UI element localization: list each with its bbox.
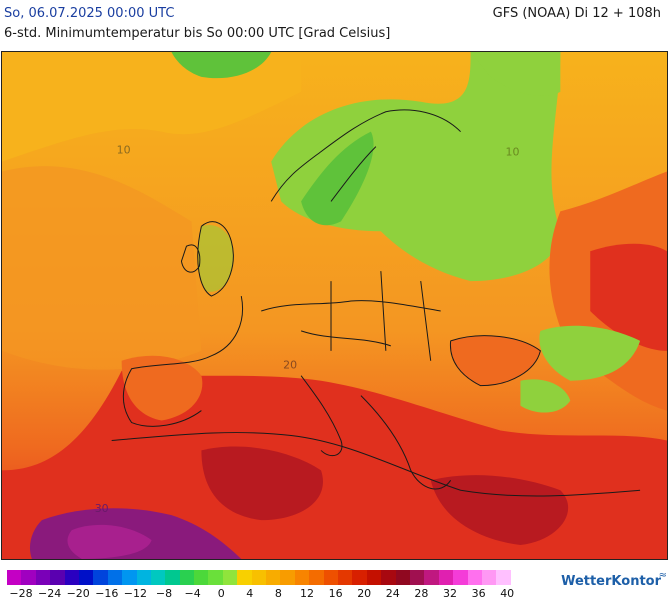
wetterkontor-mark-icon: ≈	[658, 570, 667, 581]
legend-tick-label: −20	[66, 587, 90, 600]
legend-tick-label: 16	[328, 587, 343, 600]
color-scale-bar	[7, 570, 511, 585]
legend-swatch	[165, 570, 180, 585]
legend-swatch	[266, 570, 281, 585]
legend-swatch	[50, 570, 65, 585]
legend-tick-label: −24	[37, 587, 62, 600]
legend-tick-label: 24	[385, 587, 400, 600]
temp-zone-sahara-extreme	[430, 475, 569, 546]
legend-tick-label: 20	[357, 587, 372, 600]
legend-tick-label: −12	[123, 587, 147, 600]
model-run: GFS (NOAA) Di 12 + 108h	[492, 6, 661, 21]
legend-swatch	[438, 570, 454, 585]
coast-balkans	[360, 395, 452, 490]
legend-swatch	[453, 570, 468, 585]
legend-tick-label: 36	[471, 587, 486, 600]
temp-zone-north-atlantic	[2, 52, 302, 162]
legend-swatch	[337, 570, 353, 585]
legend-tick-label: −28	[9, 587, 33, 600]
legend-swatch	[366, 570, 382, 585]
coast-ireland	[180, 244, 201, 273]
legend-tick-label: 28	[414, 587, 429, 600]
temp-zone-russia-hot	[590, 243, 667, 351]
legend-swatch	[467, 570, 482, 585]
border-central-europe	[261, 271, 441, 361]
legend-tick-label: 32	[443, 587, 457, 600]
legend-tick-label: −8	[155, 587, 173, 600]
legend-swatch	[194, 570, 209, 585]
legend-swatch	[179, 570, 195, 585]
legend-swatch	[150, 570, 166, 585]
contour-label: 20	[283, 359, 297, 372]
legend-swatch	[309, 570, 324, 585]
temp-zone-arctic	[171, 52, 272, 79]
legend-swatch	[208, 570, 223, 585]
coastlines	[111, 109, 641, 497]
legend-swatch	[93, 570, 108, 585]
legend-tick-label: 0	[217, 587, 225, 600]
legend-swatch	[7, 570, 22, 585]
legend-tick-label: −16	[95, 587, 119, 600]
legend-tick-label: −4	[184, 587, 201, 600]
legend-swatch	[136, 570, 151, 585]
temp-zone-caucasus	[539, 325, 641, 381]
contour-label: 10	[117, 144, 131, 157]
legend-swatch	[352, 570, 367, 585]
legend-swatch	[222, 570, 238, 585]
temperature-map: 10 10 30 20	[1, 51, 668, 560]
legend-tick-label: 4	[246, 587, 254, 600]
temp-zone-uk	[198, 225, 234, 292]
temp-zone-north-russia	[470, 52, 561, 96]
legend-swatch	[323, 570, 338, 585]
legend-swatch	[424, 570, 439, 585]
coast-uk	[197, 221, 234, 297]
temp-zone-norway	[301, 131, 374, 226]
legend-swatch	[381, 570, 396, 585]
coast-black-sea	[450, 335, 541, 387]
temp-zone-black-sea	[450, 335, 541, 386]
legend-swatch	[35, 570, 51, 585]
legend-tick-label: 12	[300, 587, 314, 600]
legend-swatch	[395, 570, 410, 585]
legend-swatch	[107, 570, 123, 585]
temp-zone-north-africa-extreme	[201, 446, 323, 521]
legend-swatch	[64, 570, 79, 585]
temp-zone-sahara-pink	[67, 524, 152, 559]
legend-tick-label: 40	[500, 587, 515, 600]
map-title: 6-std. Minimumtemperatur bis So 00:00 UT…	[4, 26, 391, 41]
legend-swatch	[496, 570, 511, 585]
legend-swatch	[21, 570, 36, 585]
legend-swatch	[409, 570, 425, 585]
contour-label: 10	[505, 146, 519, 159]
temp-zone-turkey-hills	[520, 379, 571, 413]
legend-swatch	[294, 570, 310, 585]
temp-zone-atlantic	[2, 166, 202, 370]
temp-zone-iberia	[121, 355, 203, 421]
legend-tick-label: 8	[274, 587, 282, 600]
legend-swatch	[251, 570, 267, 585]
legend-swatch	[78, 570, 94, 585]
temp-zone-scandinavia	[271, 52, 561, 282]
wetterkontor-logo: WetterKontor	[561, 574, 661, 589]
legend-swatch	[481, 570, 497, 585]
legend-swatch	[280, 570, 295, 585]
legend-swatch	[122, 570, 137, 585]
coast-africa	[111, 432, 641, 497]
coast-france-iberia	[122, 295, 243, 427]
forecast-date: So, 06.07.2025 00:00 UTC	[4, 6, 175, 21]
legend-swatch	[237, 570, 252, 585]
coast-italy	[300, 375, 343, 457]
contour-label: 30	[95, 502, 109, 515]
coast-scandinavia	[270, 109, 461, 202]
